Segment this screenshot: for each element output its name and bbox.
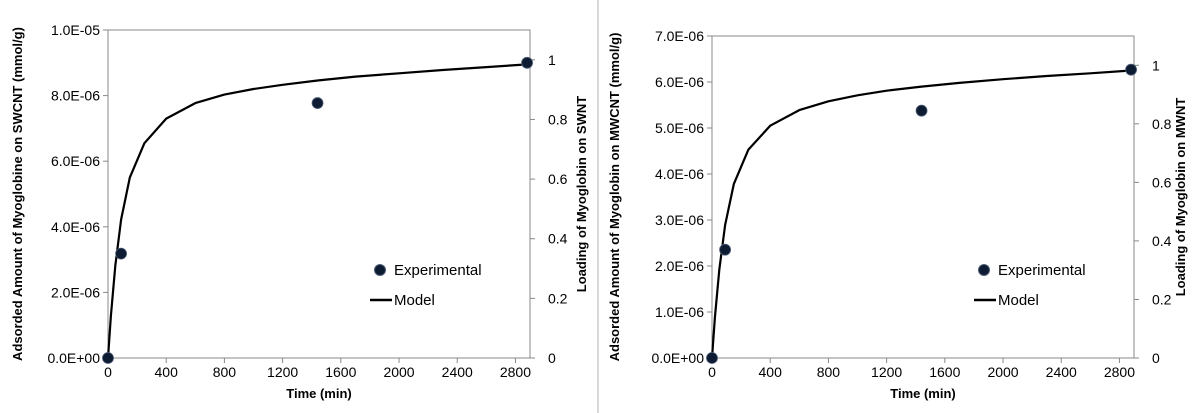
y-tick-label: 2.0E-06 [655, 258, 704, 274]
legend-label-model: Model [998, 292, 1039, 309]
plot-frame [107, 29, 531, 359]
legend-marker-experimental [374, 264, 386, 276]
y-tick-label: 1.0E-06 [655, 304, 704, 320]
experimental-point [311, 97, 324, 109]
y-tick-label: 6.0E-06 [51, 153, 100, 169]
legend: Experimental Model [974, 262, 1086, 309]
x-tick-label: 1600 [929, 364, 960, 380]
y-tick-label: 6.0E-06 [655, 74, 704, 90]
y-tick-label: 4.0E-06 [51, 219, 100, 235]
y2-tick-label: 0 [548, 350, 556, 366]
y-tick-label: 3.0E-06 [655, 212, 704, 228]
x-tick-label: 2400 [442, 364, 473, 380]
x-tick-label: 1200 [871, 364, 902, 380]
legend-label-model: Model [394, 292, 435, 309]
y-tick-label: 1.0E-05 [51, 22, 100, 38]
x-axis-title: Time (min) [890, 386, 956, 401]
x-tick-label: 0 [708, 364, 716, 380]
experimental-point [102, 352, 114, 364]
y-tick-label: 4.0E-06 [655, 166, 704, 182]
legend-marker-experimental [978, 264, 990, 276]
x-tick-label: 1200 [267, 364, 298, 380]
x-axis-title: Time (min) [286, 386, 352, 401]
adsorption-chart-swcnt: 0 400 800 1200 1600 2000 2400 2800 0.0E+00 2.0E-0… [10, 22, 589, 401]
y-tick-label: 8.0E-06 [51, 88, 100, 104]
y2-tick-label: 0.8 [1152, 116, 1172, 132]
model-line [710, 69, 1132, 359]
experimental-point [719, 243, 731, 256]
y-tick-label: 5.0E-06 [655, 120, 704, 136]
y2-tick-label: 0.2 [1152, 291, 1172, 307]
plot-frame [711, 35, 1135, 359]
x-tick-label: 800 [213, 364, 237, 380]
experimental-point [706, 352, 718, 364]
x-tick-label: 2800 [500, 364, 531, 380]
y-axis-title: Adsorded Amount of Myoglobine on SWCNT (… [10, 27, 25, 361]
y2-tick-label: 0.6 [548, 171, 568, 187]
x-tick-label: 400 [759, 364, 783, 380]
experimental-point [915, 104, 928, 117]
y-axis-title: Adsorded Amount of Myoglobin on MWCNT (m… [607, 33, 622, 362]
legend-label-experimental: Experimental [394, 262, 482, 279]
y2-tick-label: 0.8 [548, 111, 568, 127]
x-tick-label: 400 [155, 364, 179, 380]
adsorption-chart-mwcnt: 0 400 800 1200 1600 2000 2400 2800 0.0E+00 1.0E-0… [607, 28, 1188, 401]
x-tick-label: 2800 [1104, 364, 1135, 380]
x-tick-label: 2000 [987, 364, 1018, 380]
chart-panel-left: 0 400 800 1200 1600 2000 2400 2800 0.0E+00 2.0E-0… [10, 0, 598, 413]
y2-tick-label: 0.2 [548, 290, 568, 306]
model-line [106, 63, 528, 359]
experimental-point [1125, 63, 1137, 76]
x-tick-label: 1600 [325, 364, 356, 380]
y2-tick-label: 0.4 [1152, 233, 1172, 249]
experimental-point [115, 247, 127, 260]
legend: Experimental Model [370, 262, 482, 309]
y-tick-label: 0.0E+00 [651, 350, 704, 366]
y-tick-label: 2.0E-06 [51, 284, 100, 300]
y2-tick-label: 1 [1152, 57, 1160, 73]
y-tick-label: 7.0E-06 [655, 28, 704, 44]
y2-axis-title: Loading of Myoglobin on MWNT [1173, 98, 1188, 297]
y2-tick-label: 0.4 [548, 231, 568, 247]
y2-tick-label: 0.6 [1152, 174, 1172, 190]
y-tick-label: 0.0E+00 [47, 350, 100, 366]
x-tick-label: 2400 [1046, 364, 1077, 380]
legend-label-experimental: Experimental [998, 262, 1086, 279]
y2-tick-label: 1 [548, 52, 556, 68]
x-tick-label: 2000 [383, 364, 414, 380]
x-tick-label: 0 [104, 364, 112, 380]
y2-axis-title: Loading of Myoglobin on SWNT [574, 96, 589, 292]
x-tick-label: 800 [817, 364, 841, 380]
y2-tick-label: 0 [1152, 350, 1160, 366]
experimental-point [521, 56, 533, 69]
chart-panel-right: 0 400 800 1200 1600 2000 2400 2800 0.0E+00 1.0E-0… [598, 0, 1193, 413]
